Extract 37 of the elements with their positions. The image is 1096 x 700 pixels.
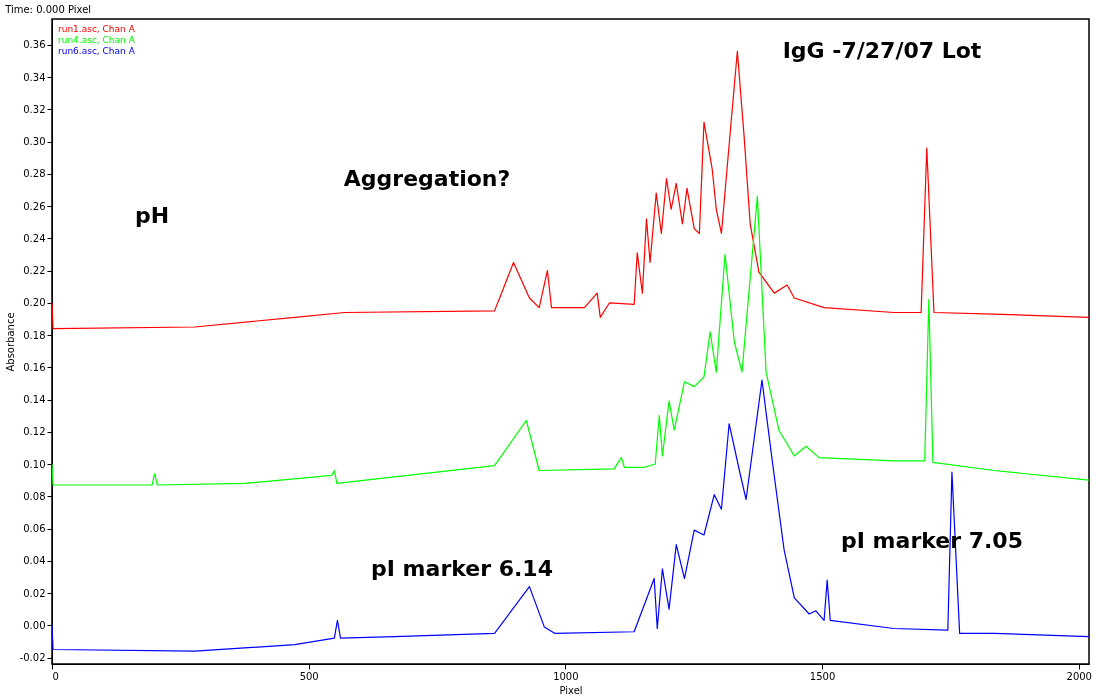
annotation: pH (134, 203, 170, 228)
y-tick-label: 0.00 (23, 619, 46, 631)
y-tick-label: 0.12 (23, 426, 46, 438)
chart-title: Time: 0.000 Pixel (4, 4, 92, 15)
y-tick-label: 0.26 (23, 200, 46, 212)
annotation: Aggregation? (343, 166, 511, 191)
y-tick-label: 0.04 (23, 555, 46, 567)
x-tick-label: 500 (299, 670, 319, 682)
y-axis-title: Absorbance (4, 312, 16, 372)
y-tick-label: 0.36 (23, 39, 46, 51)
text: run4.asc, Chan A (58, 35, 136, 45)
x-tick-label: 0 (52, 670, 59, 682)
annotation: pI marker 6.14 (371, 556, 553, 581)
y-tick-label: 0.30 (23, 136, 46, 148)
y-tick-label: 0.10 (23, 458, 46, 470)
annotation: IgG -7/27/07 Lot (782, 38, 982, 63)
line-series (52, 379, 1089, 652)
y-tick-label: 0.22 (23, 265, 46, 277)
text: run1.asc, Chan A (58, 24, 136, 34)
y-tick-label: 0.18 (23, 329, 46, 341)
y-tick-label: 0.24 (23, 232, 46, 244)
y-tick-label: 0.32 (23, 103, 46, 115)
y-tick-label: 0.16 (23, 361, 46, 373)
text: run6.asc, Chan A (58, 46, 136, 56)
y-tick-label: 0.20 (23, 297, 46, 309)
y-tick-label: -0.02 (19, 652, 46, 664)
y-tick-label: 0.06 (23, 523, 46, 535)
x-tick-label: 2000 (1066, 670, 1092, 682)
x-axis-title: Pixel (559, 684, 583, 696)
y-tick-label: 0.02 (23, 587, 46, 599)
line-series (52, 195, 1089, 486)
y-tick-label: 0.14 (23, 394, 46, 406)
y-tick-label: 0.34 (23, 71, 46, 83)
y-tick-label: 0.28 (23, 168, 46, 180)
x-tick-label: 1000 (553, 670, 579, 682)
y-tick-label: 0.08 (23, 490, 46, 502)
x-tick-label: 1500 (809, 670, 836, 682)
